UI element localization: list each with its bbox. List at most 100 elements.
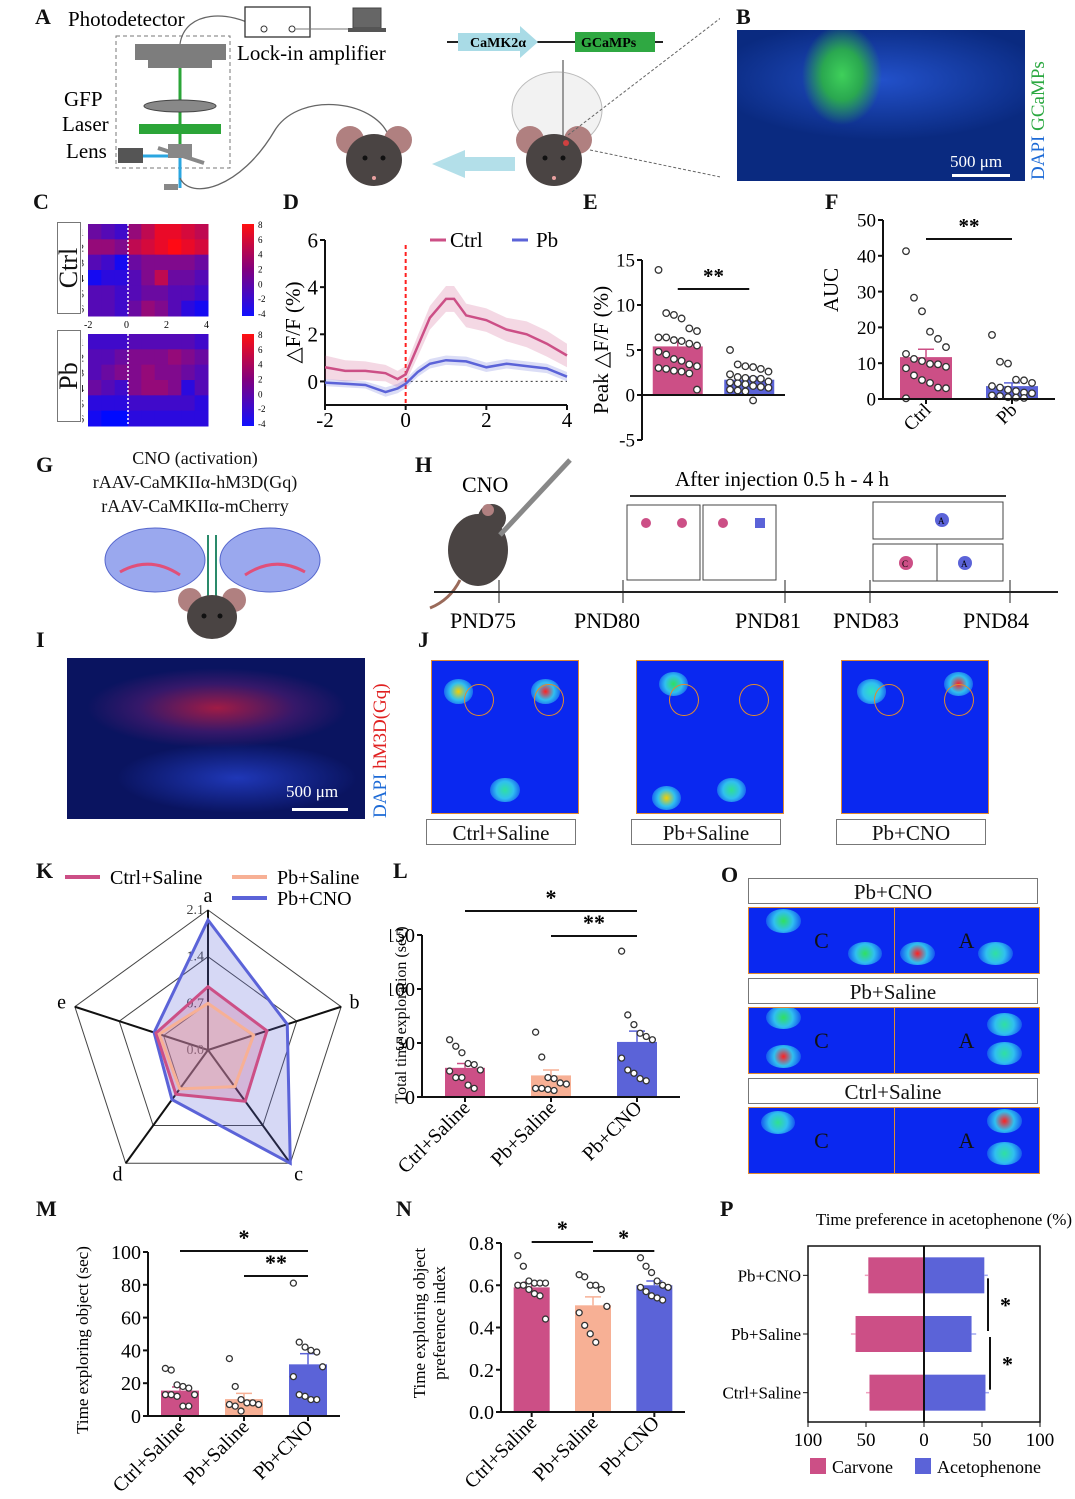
row-label: 4 — [82, 384, 84, 395]
data-point — [179, 1402, 187, 1410]
odor-a-icon-2: A — [961, 559, 968, 569]
data-point — [693, 341, 701, 350]
chart-d: 0 2 4 6 -2 0 2 4 Ctrl Pb △F/F (%) — [281, 228, 573, 430]
data-point — [910, 371, 918, 380]
row-label: 5 — [82, 399, 84, 410]
heatmap-cell — [168, 270, 182, 286]
histology-image-b — [737, 30, 1025, 181]
radar-series-pb-cno — [152, 917, 292, 1166]
data-point — [662, 350, 671, 359]
heatmap-cell — [114, 334, 129, 350]
heatmap-cell — [88, 380, 102, 396]
y-tick-label: 100 — [390, 979, 415, 1001]
data-point — [1012, 387, 1020, 396]
data-point — [934, 383, 942, 392]
colorbar-tick: -2 — [258, 294, 266, 304]
data-point — [902, 247, 910, 256]
data-point — [173, 1392, 181, 1400]
data-point — [685, 324, 694, 333]
heatmap-cell — [168, 364, 182, 381]
y-tick-label: 4 — [308, 275, 319, 299]
data-point — [942, 343, 950, 352]
y-tick-label: 6 — [308, 228, 319, 252]
heatmap-cell — [128, 300, 142, 317]
data-point — [301, 1343, 309, 1351]
data-point — [452, 1073, 460, 1082]
heatmap-cell — [168, 285, 182, 302]
scale-bar-b — [952, 174, 1010, 177]
y-tick-label: 100 — [111, 1242, 141, 1264]
heatmap-cell — [101, 224, 116, 240]
object-circle — [534, 683, 564, 717]
chart-e: -5 0 5 10 15 ** Peak △F/F (%) — [589, 251, 785, 450]
data-point — [654, 265, 663, 274]
data-point — [658, 1296, 667, 1304]
mcherry-construct-text: rAAV-CaMKIIα-mCherry — [101, 496, 289, 516]
heatmap-cell — [88, 300, 102, 317]
data-point — [1004, 385, 1012, 394]
novel-object-arena — [702, 504, 777, 581]
construct-text: CNO (activation) rAAV-CaMKIIα-hM3D(Gq) r… — [60, 446, 330, 518]
data-point — [519, 1281, 528, 1289]
indicator-label: GCaMPs — [581, 36, 637, 51]
heatmap-cell — [88, 349, 102, 366]
x-tick-label: Pb+Saline — [487, 1097, 561, 1171]
heatmap-cell — [141, 410, 156, 427]
radar-axis — [124, 1049, 209, 1164]
heatmap-cell — [194, 380, 209, 396]
odor-zone-label-left: C — [814, 1127, 829, 1153]
legend-label-acetophenone: Acetophenone — [937, 1457, 1041, 1477]
category-label: Ctrl+Saline — [722, 1384, 801, 1403]
hotspot — [717, 778, 747, 803]
panel-label-b: B — [736, 4, 751, 29]
data-point — [642, 1262, 650, 1270]
colorbar-tick: 8 — [258, 330, 263, 340]
y-tick-label: 40 — [857, 246, 876, 267]
heatmap-cell — [128, 380, 142, 396]
y-tick-label: 0.8 — [469, 1233, 494, 1255]
data-point — [685, 360, 694, 369]
group-label-ctrl-saline: Ctrl+Saline — [426, 819, 576, 845]
data-point — [726, 378, 734, 387]
heatmap-cell — [194, 285, 209, 302]
gfp-label: GFP — [64, 87, 103, 111]
row-label: 2 — [82, 243, 84, 254]
data-point — [254, 1400, 263, 1409]
heatmap-cell — [154, 349, 169, 366]
chart-title: Time preference in acetophenone (%) — [816, 1210, 1072, 1229]
data-point — [544, 1085, 552, 1094]
x-tick-label: Ctrl+Saline — [394, 1097, 475, 1178]
legend-label-ctrl: Ctrl — [450, 228, 483, 252]
data-point — [289, 1372, 298, 1381]
data-point — [514, 1252, 522, 1260]
heatmap-cell — [101, 270, 116, 286]
odor-c-icon: C — [902, 559, 908, 569]
heatmap-cell — [114, 300, 129, 317]
data-point — [185, 1402, 193, 1410]
heatmap-cell — [154, 334, 169, 350]
heatmap-cell — [181, 364, 196, 381]
legend-label: Pb+Saline — [277, 867, 360, 889]
heatmap-cell — [141, 349, 156, 366]
dapi-label: DAPI — [1028, 135, 1049, 180]
heatmap-cell — [101, 285, 116, 302]
data-point — [586, 1330, 594, 1338]
data-point — [726, 346, 734, 354]
data-point — [225, 1354, 234, 1363]
odor-zone-label-left: C — [814, 927, 829, 953]
hotspot — [899, 941, 935, 966]
colorbar-tick: 2 — [258, 265, 263, 275]
y-tick-label: 10 — [857, 354, 876, 375]
heatmap-cell — [141, 270, 156, 286]
odor-a-icon: A — [938, 516, 945, 526]
data-point — [764, 383, 773, 392]
timepoint-pnd80: PND80 — [574, 608, 640, 630]
data-point — [313, 1395, 321, 1404]
data-point — [685, 339, 694, 348]
data-point — [662, 364, 671, 373]
data-point — [295, 1338, 303, 1346]
left-hippocampus — [104, 527, 206, 593]
hippocampus-illustration — [104, 527, 321, 639]
